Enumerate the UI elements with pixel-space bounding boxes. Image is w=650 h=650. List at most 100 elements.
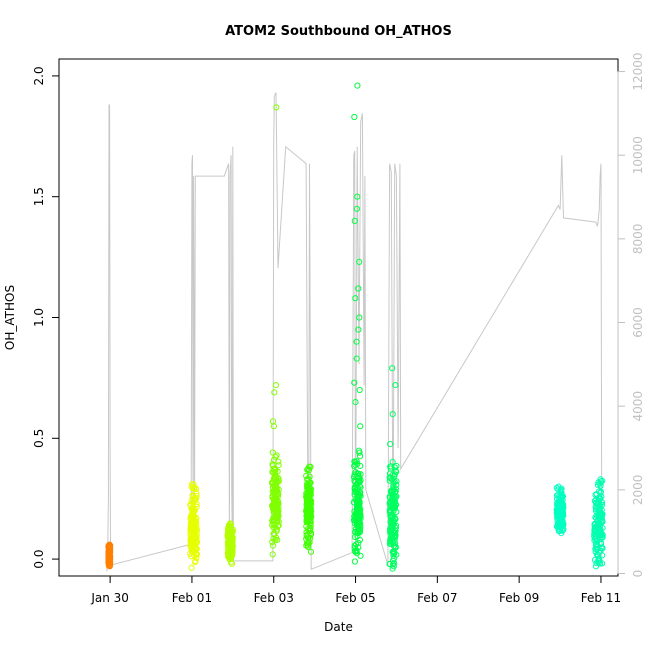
data-point	[356, 490, 364, 497]
data-point	[273, 474, 280, 481]
data-point	[105, 552, 112, 559]
data-point	[560, 521, 567, 528]
data-point	[274, 509, 281, 516]
data-point	[351, 113, 358, 121]
data-point	[303, 489, 310, 497]
data-point	[269, 517, 276, 524]
data-point	[269, 551, 276, 558]
data-point	[189, 519, 196, 526]
data-point	[227, 545, 234, 552]
data-point	[355, 326, 362, 333]
data-point	[356, 528, 364, 536]
y-tick-label: 0.5	[32, 429, 46, 448]
data-point	[272, 382, 279, 389]
y2-axis: 0 2000 4000 6000 8000 10000 12000	[617, 52, 645, 577]
data-point	[229, 526, 236, 533]
data-point	[193, 520, 200, 527]
data-point	[355, 285, 362, 292]
data-point	[389, 490, 396, 498]
data-point	[307, 522, 314, 529]
data-point	[357, 462, 364, 469]
data-point	[229, 528, 236, 535]
data-point	[390, 549, 397, 556]
data-point	[592, 491, 599, 498]
data-point	[596, 505, 604, 512]
y-tick-label: 2.0	[32, 66, 46, 85]
series-8	[553, 483, 567, 537]
data-point	[388, 499, 395, 506]
data-point	[188, 481, 196, 488]
data-point	[389, 411, 396, 418]
data-point	[559, 504, 566, 511]
data-point	[269, 502, 276, 509]
data-point	[351, 458, 358, 465]
data-point	[353, 338, 360, 345]
data-point	[599, 533, 606, 540]
data-point	[357, 552, 364, 559]
data-point	[392, 532, 399, 539]
data-point	[106, 558, 113, 565]
x-tick-label: Feb 11	[581, 591, 621, 605]
x-tick-label: Feb 05	[335, 591, 375, 605]
data-point	[352, 295, 359, 302]
data-point	[356, 386, 363, 394]
data-point	[354, 507, 361, 514]
x-tick-label: Feb 09	[499, 591, 539, 605]
data-point	[307, 505, 314, 512]
data-point	[192, 485, 199, 492]
data-point	[389, 522, 396, 529]
data-point	[597, 482, 604, 489]
data-point	[189, 485, 196, 492]
data-point	[391, 479, 398, 486]
data-point	[226, 522, 233, 529]
data-point	[390, 486, 397, 493]
data-point	[190, 546, 197, 553]
x-tick-label: Feb 01	[172, 591, 212, 605]
data-point	[106, 555, 113, 562]
data-point	[189, 523, 196, 530]
data-point	[193, 552, 200, 559]
data-point	[227, 554, 234, 561]
data-point	[192, 546, 200, 553]
data-point	[354, 193, 361, 200]
data-point	[353, 458, 360, 465]
plot-frame	[58, 58, 619, 577]
data-point	[352, 514, 360, 521]
data-point	[305, 466, 313, 474]
data-point	[560, 501, 567, 508]
data-point	[191, 498, 198, 505]
y2-tick-label: 8000	[631, 224, 645, 255]
data-point	[387, 513, 394, 520]
series-3	[224, 520, 236, 567]
data-point	[270, 535, 277, 542]
data-point	[595, 488, 603, 495]
data-point	[192, 558, 199, 565]
data-point	[559, 517, 566, 525]
data-point	[598, 499, 606, 506]
data-point	[599, 525, 606, 532]
data-point	[352, 496, 359, 503]
data-point	[596, 557, 603, 564]
data-point	[270, 423, 277, 430]
y-axis: 0.0 0.5 1.0 1.5 2.0	[32, 66, 60, 569]
data-point	[307, 548, 315, 555]
data-point	[388, 507, 395, 514]
data-point	[351, 558, 358, 565]
data-point	[392, 516, 399, 523]
y-tick-label: 1.5	[32, 187, 46, 206]
data-point	[593, 506, 600, 513]
data-point	[356, 483, 363, 490]
data-point	[303, 523, 310, 530]
data-point	[392, 543, 399, 550]
data-point	[392, 540, 399, 547]
data-point	[303, 493, 310, 500]
data-point	[390, 480, 397, 487]
y2-tick-label: 4000	[631, 391, 645, 422]
data-point	[353, 205, 360, 212]
data-point	[556, 522, 564, 530]
data-point	[591, 556, 599, 564]
points-layer	[105, 82, 606, 572]
data-point	[351, 544, 358, 552]
data-point	[389, 365, 396, 372]
